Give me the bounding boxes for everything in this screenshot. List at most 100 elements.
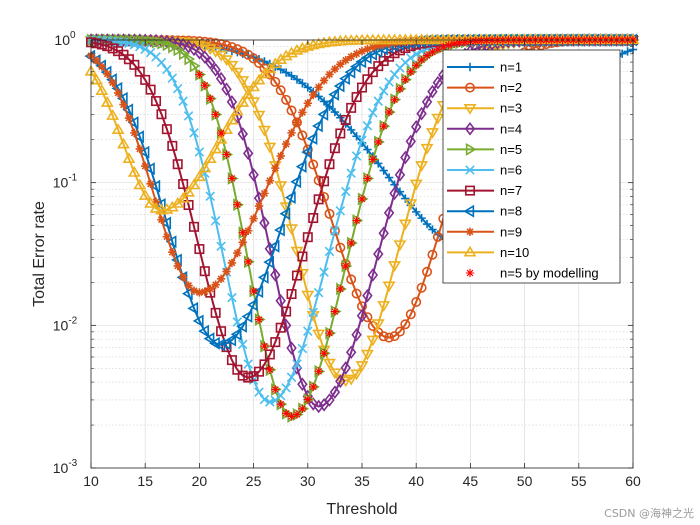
data-point xyxy=(281,409,291,418)
data-point xyxy=(306,132,318,146)
y-tick-labels: 10-3 10-2 10-1 100 xyxy=(53,30,78,476)
data-point xyxy=(162,232,172,241)
data-point xyxy=(220,123,233,134)
data-point xyxy=(404,199,418,210)
data-point xyxy=(260,341,269,351)
data-point xyxy=(346,52,356,61)
data-point xyxy=(107,43,118,54)
data-point xyxy=(328,87,340,101)
data-point xyxy=(176,192,190,203)
data-point xyxy=(241,87,255,99)
data-point xyxy=(346,168,356,178)
data-point xyxy=(210,307,221,318)
data-point xyxy=(292,359,302,369)
data-point xyxy=(151,96,162,107)
data-point xyxy=(281,306,292,317)
data-point xyxy=(168,40,179,54)
data-point xyxy=(335,374,346,389)
data-point xyxy=(335,242,346,253)
data-point xyxy=(243,257,253,266)
data-point xyxy=(241,310,253,323)
data-point xyxy=(238,238,247,247)
data-point xyxy=(360,349,374,361)
data-point xyxy=(249,286,258,296)
data-point xyxy=(233,200,242,209)
data-point xyxy=(379,121,388,131)
data-point xyxy=(216,241,226,252)
data-point xyxy=(264,349,275,360)
data-point xyxy=(167,73,178,83)
data-point xyxy=(336,284,345,294)
data-point xyxy=(420,143,434,155)
data-point xyxy=(178,179,189,190)
legend-marker xyxy=(465,62,475,72)
data-point xyxy=(422,51,432,60)
legend-label: n=3 xyxy=(500,101,522,116)
data-point xyxy=(89,73,103,85)
data-point xyxy=(203,332,215,346)
data-point xyxy=(198,42,212,53)
data-point xyxy=(230,104,244,116)
data-point xyxy=(298,404,307,413)
data-point xyxy=(384,173,394,182)
data-point xyxy=(259,394,270,405)
legend-label: n=4 xyxy=(500,121,522,136)
data-point xyxy=(433,44,443,54)
data-point xyxy=(192,170,206,182)
data-point xyxy=(297,377,308,392)
data-point xyxy=(406,53,416,63)
data-point xyxy=(341,56,350,65)
data-point xyxy=(314,83,323,92)
data-point xyxy=(330,226,340,236)
data-point xyxy=(265,176,275,185)
data-point xyxy=(141,34,152,48)
data-point xyxy=(313,194,324,205)
data-point xyxy=(149,202,163,213)
data-point xyxy=(341,261,350,271)
data-point xyxy=(254,366,265,377)
data-point xyxy=(275,390,286,401)
data-point xyxy=(151,197,161,207)
data-point xyxy=(274,223,285,237)
data-point xyxy=(313,399,324,414)
data-point xyxy=(427,84,438,99)
data-point xyxy=(184,281,193,290)
data-point xyxy=(325,328,334,338)
data-point xyxy=(384,332,395,343)
data-point xyxy=(279,207,291,221)
data-point xyxy=(122,103,134,117)
data-point xyxy=(214,132,228,144)
data-point xyxy=(275,293,286,308)
data-point xyxy=(221,40,232,51)
legend-label: n=8 xyxy=(500,204,522,219)
data-point xyxy=(328,368,342,380)
data-point xyxy=(287,412,296,421)
data-point xyxy=(162,38,174,52)
data-point xyxy=(237,46,248,57)
data-point xyxy=(252,110,266,122)
data-point xyxy=(360,51,372,65)
data-point xyxy=(319,267,329,277)
y-tick-label: 100 xyxy=(54,30,76,48)
data-point xyxy=(206,94,215,103)
data-point xyxy=(301,290,315,302)
data-point xyxy=(237,127,248,141)
data-point xyxy=(298,79,307,88)
data-point xyxy=(276,151,285,161)
data-point xyxy=(417,55,426,65)
data-point xyxy=(189,128,199,138)
data-point xyxy=(259,216,270,230)
data-point xyxy=(216,274,226,284)
data-point xyxy=(351,327,362,342)
data-point xyxy=(439,42,448,52)
data-point xyxy=(270,337,281,348)
data-point xyxy=(366,47,377,61)
data-point xyxy=(157,215,166,224)
data-point xyxy=(173,261,182,271)
legend-label: n=5 by modelling xyxy=(500,266,599,281)
data-point xyxy=(257,125,271,137)
data-point xyxy=(182,185,196,197)
data-point xyxy=(265,397,275,407)
data-point xyxy=(356,82,367,93)
data-point xyxy=(276,399,285,409)
